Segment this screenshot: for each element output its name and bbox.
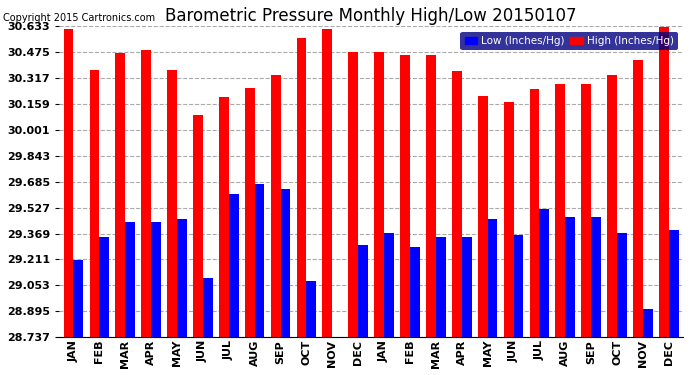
Bar [591,217,601,337]
Bar [513,235,523,337]
Bar [633,60,643,337]
Bar [504,102,513,337]
Bar [607,75,617,337]
Bar [426,55,436,337]
Bar [193,116,203,337]
Bar [229,194,239,337]
Bar [540,209,549,337]
Bar [400,55,410,337]
Bar [617,234,627,337]
Bar [167,70,177,337]
Bar [245,88,255,337]
Bar [643,309,653,337]
Bar [529,89,540,337]
Bar [348,52,358,337]
Title: Barometric Pressure Monthly High/Low 20150107: Barometric Pressure Monthly High/Low 201… [166,7,577,25]
Bar [358,245,368,337]
Bar [669,230,679,337]
Legend: Low (Inches/Hg), High (Inches/Hg): Low (Inches/Hg), High (Inches/Hg) [460,32,678,50]
Text: Copyright 2015 Cartronics.com: Copyright 2015 Cartronics.com [3,13,155,23]
Bar [219,98,229,337]
Bar [477,96,488,337]
Bar [177,219,187,337]
Bar [488,219,497,337]
Bar [141,50,151,337]
Bar [384,234,394,337]
Bar [297,39,306,337]
Bar [410,246,420,337]
Bar [63,28,73,337]
Bar [659,27,669,337]
Bar [255,184,264,337]
Bar [203,278,213,337]
Bar [151,222,161,337]
Bar [306,281,316,337]
Bar [436,237,446,337]
Bar [374,52,384,337]
Bar [125,222,135,337]
Bar [90,70,99,337]
Bar [281,189,290,337]
Bar [322,28,333,337]
Bar [565,217,575,337]
Bar [462,237,471,337]
Bar [270,75,281,337]
Bar [115,53,125,337]
Bar [99,237,109,337]
Bar [555,84,565,337]
Bar [452,71,462,337]
Bar [582,84,591,337]
Bar [73,260,83,337]
